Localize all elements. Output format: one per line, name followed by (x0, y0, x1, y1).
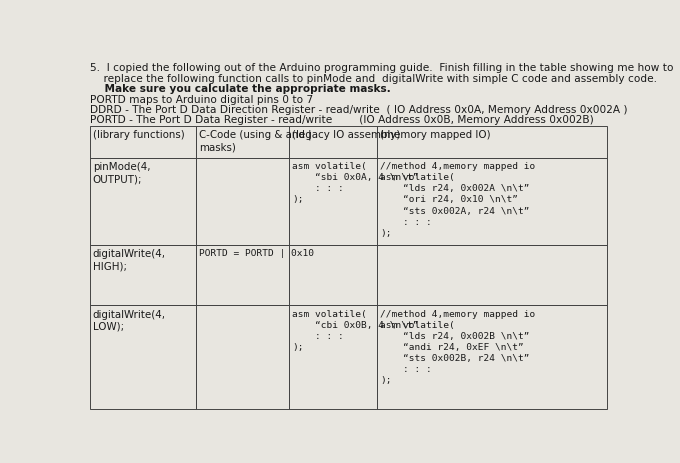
Bar (377, 126, 607, 159)
Bar (196, 159, 289, 245)
Bar (289, 306, 377, 409)
Bar (90, 159, 196, 245)
Text: digitalWrite(4,
HIGH);: digitalWrite(4, HIGH); (92, 248, 166, 270)
Bar (289, 126, 377, 159)
Text: (library functions): (library functions) (92, 129, 184, 139)
Text: //method 4,memory mapped io
asm volatile(
    “lds r24, 0x002B \n\t”
    “andi r: //method 4,memory mapped io asm volatile… (380, 309, 535, 384)
Text: (legacy IO assembly): (legacy IO assembly) (292, 129, 401, 139)
Text: DDRD - The Port D Data Direction Register - read/write  ( IO Address 0x0A, Memor: DDRD - The Port D Data Direction Registe… (90, 105, 627, 115)
Text: 5.  I copied the following out of the Arduino programming guide.  Finish filling: 5. I copied the following out of the Ard… (90, 63, 673, 73)
Text: C-Code (using & and |
masks): C-Code (using & and | masks) (199, 129, 311, 152)
Bar (377, 306, 607, 409)
Text: pinMode(4,
OUTPUT);: pinMode(4, OUTPUT); (92, 162, 150, 184)
Text: asm volatile(
    “sbi 0x0A, 4 \n\t”
    : : :
);: asm volatile( “sbi 0x0A, 4 \n\t” : : : )… (292, 162, 419, 204)
Bar (377, 245, 607, 306)
Bar (196, 245, 289, 306)
Text: digitalWrite(4,
LOW);: digitalWrite(4, LOW); (92, 309, 166, 331)
Text: Make sure you calculate the appropriate masks.: Make sure you calculate the appropriate … (90, 84, 390, 94)
Text: PORTD = PORTD | 0x10: PORTD = PORTD | 0x10 (199, 248, 314, 257)
Bar (377, 159, 607, 245)
Bar (196, 306, 289, 409)
Text: //method 4,memory mapped io
asm volatile(
    “lds r24, 0x002A \n\t”
    “ori r2: //method 4,memory mapped io asm volatile… (380, 162, 535, 237)
Bar (196, 126, 289, 159)
Text: replace the following function calls to pinMode and  digitalWrite with simple C : replace the following function calls to … (90, 74, 657, 84)
Bar (90, 126, 196, 159)
Text: (memory mapped IO): (memory mapped IO) (380, 129, 491, 139)
Text: PORTD - The Port D Data Register - read/write        (IO Address 0x0B, Memory Ad: PORTD - The Port D Data Register - read/… (90, 115, 594, 125)
Text: PORTD maps to Arduino digital pins 0 to 7: PORTD maps to Arduino digital pins 0 to … (90, 94, 313, 104)
Bar (90, 245, 196, 306)
Text: asm volatile(
    “cbi 0x0B, 4 \n\t”
    : : :
);: asm volatile( “cbi 0x0B, 4 \n\t” : : : )… (292, 309, 419, 351)
Bar (289, 245, 377, 306)
Bar (289, 159, 377, 245)
Bar (90, 306, 196, 409)
